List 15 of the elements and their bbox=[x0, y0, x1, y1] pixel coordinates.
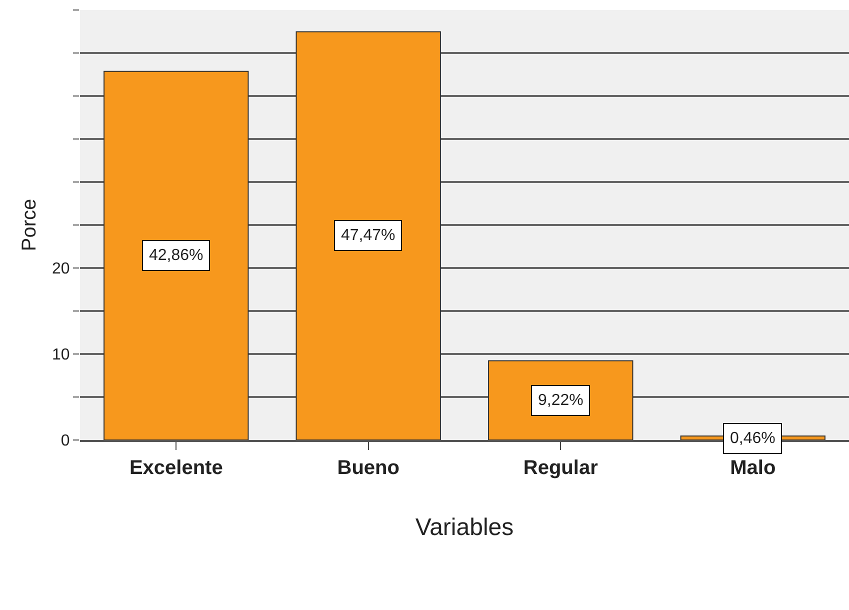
data-label: 47,47% bbox=[341, 227, 396, 244]
bar bbox=[296, 31, 441, 440]
data-label: 0,46% bbox=[730, 430, 776, 447]
y-tick-label: 10 bbox=[52, 346, 70, 364]
x-tick-label: Malo bbox=[730, 457, 776, 479]
y-tick-label: 20 bbox=[52, 260, 70, 278]
x-axis-title: Variables bbox=[415, 514, 514, 541]
y-tick-label: 0 bbox=[60, 432, 70, 450]
x-tick-label: Regular bbox=[523, 457, 598, 479]
data-label: 42,86% bbox=[149, 247, 204, 264]
bar bbox=[104, 70, 249, 440]
x-tick-label: Bueno bbox=[337, 457, 400, 479]
y-axis-title: Porce bbox=[18, 198, 41, 252]
data-label: 9,22% bbox=[538, 392, 584, 409]
x-tick-label: Excelente bbox=[129, 457, 223, 479]
